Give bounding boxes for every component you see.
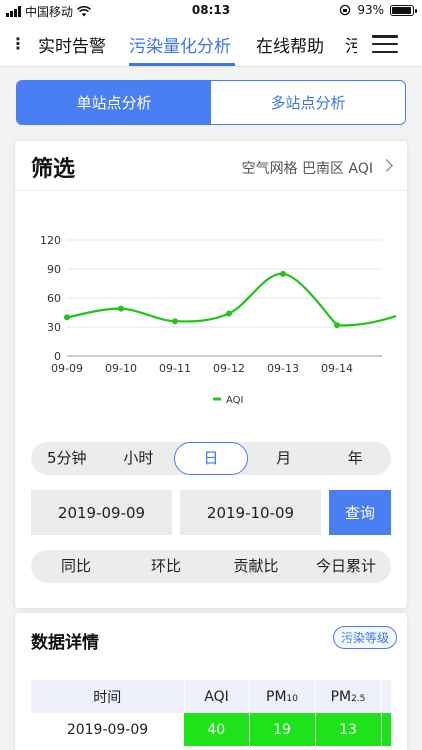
x-tick-label: 09-09 [51, 362, 83, 375]
carrier-label: 中国移动 [25, 5, 74, 19]
filter-header[interactable]: 筛选 空气网格 巴南区 AQI [15, 141, 407, 191]
data-detail-card: 数据详情 污染等级 时间 AQI PM10 PM2.5 2019-09-09 4… [15, 613, 407, 750]
y-tick-label: 60 [47, 292, 61, 305]
y-tick-label: 30 [47, 321, 61, 334]
compare-option-3[interactable]: 今日累计 [315, 557, 376, 575]
col-aqi: AQI [184, 680, 250, 713]
cell-pm25: 13 [315, 713, 382, 746]
filter-summary[interactable]: 空气网格 巴南区 AQI [241, 161, 373, 177]
period-option-1[interactable]: 小时 [123, 449, 154, 467]
col-pm25: PM2.5 [315, 680, 382, 713]
tab-realtime-alert[interactable]: 实时告警 [38, 37, 106, 57]
battery-percent: 93% [357, 3, 384, 17]
cell-aqi: 40 [184, 713, 250, 746]
wifi-icon [77, 6, 91, 17]
start-date-field[interactable]: 2019-09-09 [31, 490, 172, 535]
period-option-4[interactable]: 年 [347, 449, 363, 467]
top-nav: ⋮ 实时告警 污染量化分析 在线帮助 污 [0, 22, 422, 67]
chevron-right-icon[interactable] [380, 159, 393, 172]
compare-option-1[interactable]: 环比 [150, 557, 181, 575]
table-row[interactable]: 2019-09-09 40 19 13 [31, 713, 392, 746]
period-selector: 5分钟 小时 日 月 年 [31, 442, 391, 475]
multi-site-button[interactable]: 多站点分析 [270, 94, 346, 112]
col-time: 时间 [31, 680, 185, 713]
pollution-level-button[interactable]: 污染等级 [332, 626, 397, 649]
y-tick-label: 120 [40, 234, 61, 247]
y-tick-label: 90 [47, 263, 61, 276]
hamburger-icon[interactable] [372, 35, 398, 53]
clock: 08:13 [191, 3, 231, 17]
tab-next-partial[interactable]: 污 [345, 37, 357, 57]
x-tick-label: 09-11 [159, 362, 191, 375]
analysis-mode-segment: 单站点分析 多站点分析 [16, 80, 406, 125]
tab-online-help[interactable]: 在线帮助 [256, 37, 324, 57]
single-site-button[interactable]: 单站点分析 [17, 81, 211, 124]
series-line-aqi [66, 272, 397, 327]
cell-pm10: 19 [249, 713, 316, 746]
rotation-lock-icon [340, 4, 351, 16]
period-option-0[interactable]: 5分钟 [47, 449, 87, 467]
aqi-line-chart: 0 30 60 90 120 09-09 09-10 09-11 09-12 09-13 09-14… [40, 234, 397, 406]
query-button[interactable]: 查询 [329, 490, 391, 535]
compare-option-0[interactable]: 同比 [60, 557, 91, 575]
cell-time: 2019-09-09 [66, 721, 149, 738]
data-point-09-12 [226, 310, 232, 317]
x-tick-label: 09-12 [213, 362, 245, 375]
data-point-09-14 [334, 322, 340, 329]
col-pm10: PM10 [249, 680, 316, 713]
filter-title: 筛选 [31, 157, 76, 182]
filter-card: 筛选 空气网格 巴南区 AQI 0 30 60 90 120 09-09 09-10 09-1… [15, 141, 407, 608]
status-bar: 中国移动 08:13 93% [0, 0, 422, 22]
period-option-3[interactable]: 月 [276, 449, 292, 467]
battery-icon [390, 4, 417, 16]
compare-selector: 同比 环比 贡献比 今日累计 [31, 550, 391, 583]
y-tick-label: 0 [54, 350, 61, 363]
active-tab-indicator [129, 63, 235, 66]
legend-label-aqi: AQI [226, 395, 244, 406]
data-point-09-09 [64, 314, 70, 321]
x-tick-label: 09-13 [267, 362, 299, 375]
more-icon[interactable]: ⋮ [10, 34, 26, 53]
end-date-field[interactable]: 2019-10-09 [180, 490, 321, 535]
x-tick-label: 09-10 [105, 362, 137, 375]
data-point-09-11 [172, 318, 178, 325]
period-option-2[interactable]: 日 [174, 442, 248, 475]
signal-icon [6, 6, 21, 17]
compare-option-2[interactable]: 贡献比 [233, 557, 279, 575]
data-point-09-13 [280, 270, 286, 277]
data-point-09-10 [118, 305, 124, 312]
cell-overflow [381, 713, 392, 746]
data-table: 时间 AQI PM10 PM2.5 2019-09-09 40 19 13 [31, 680, 392, 746]
col-overflow [381, 680, 392, 713]
x-tick-label: 09-14 [321, 362, 353, 375]
tab-pollution-analysis[interactable]: 污染量化分析 [129, 37, 231, 57]
detail-title: 数据详情 [31, 633, 99, 653]
